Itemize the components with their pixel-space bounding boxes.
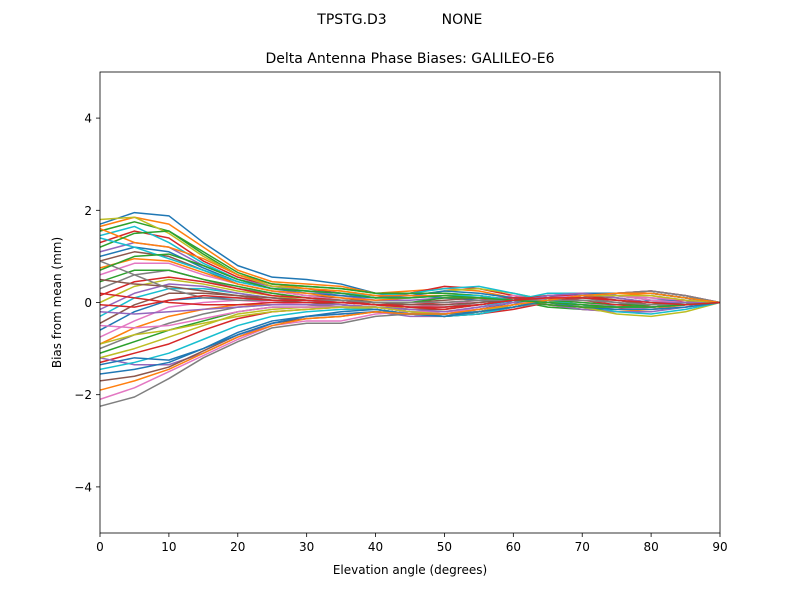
x-axis-label: Elevation angle (degrees): [333, 563, 487, 577]
x-tick-label: 0: [96, 540, 104, 554]
x-tick-label: 70: [575, 540, 590, 554]
x-tick-label: 20: [230, 540, 245, 554]
series-line-39: [100, 294, 720, 345]
x-tick-label: 40: [368, 540, 383, 554]
chart-title: Delta Antenna Phase Biases: GALILEO-E6: [265, 51, 554, 67]
y-axis-label: Bias from mean (mm): [50, 237, 64, 368]
series-layer: [100, 211, 720, 408]
y-tick-label: −2: [74, 388, 92, 402]
y-tick-label: 2: [84, 204, 92, 218]
y-tick-label: 0: [84, 296, 92, 310]
y-tick-label: 4: [84, 112, 92, 126]
series-line-42: [100, 292, 720, 391]
x-tick-label: 80: [643, 540, 658, 554]
series-line-44: [100, 294, 720, 308]
y-axis: −4 −2 0 2 4: [74, 112, 100, 494]
suptitle-radome: NONE: [442, 12, 483, 28]
y-tick-label: −4: [74, 480, 92, 494]
x-tick-label: 90: [712, 540, 727, 554]
series-line-43: [100, 253, 720, 308]
suptitle-antenna: TPSTG.D3: [316, 12, 386, 28]
x-tick-label: 60: [506, 540, 521, 554]
x-axis: 0 10 20 30 40 50 60 70 80 90: [96, 533, 728, 554]
x-tick-label: 50: [437, 540, 452, 554]
series-line-38: [100, 260, 720, 306]
x-tick-label: 30: [299, 540, 314, 554]
series-line-35: [100, 292, 720, 315]
x-tick-label: 10: [161, 540, 176, 554]
